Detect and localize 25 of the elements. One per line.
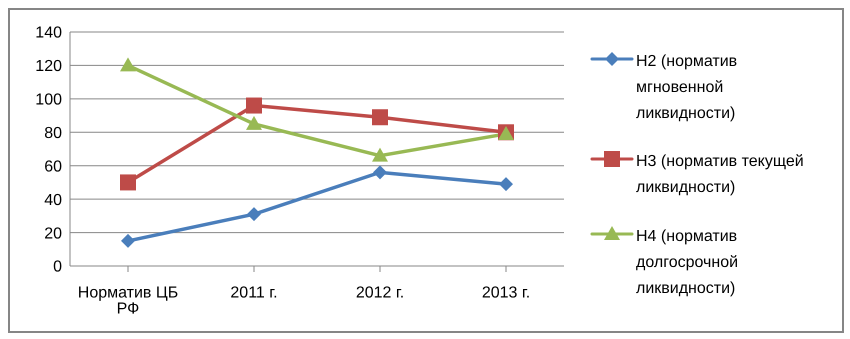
point xyxy=(120,174,136,190)
y-tick-label: 80 xyxy=(44,124,62,142)
x-tick-label: 2011 г. xyxy=(230,284,278,302)
point xyxy=(120,57,136,72)
y-tick-label: 0 xyxy=(53,258,62,276)
point xyxy=(373,165,387,180)
legend-label: Н3 (норматив текущей ликвидности) xyxy=(636,152,805,198)
point xyxy=(121,234,135,248)
point xyxy=(499,177,513,192)
legend-label: Н4 (норматив долгосрочной ликвидности) xyxy=(636,226,740,299)
y-tick-label: 140 xyxy=(35,24,62,42)
point xyxy=(246,116,262,130)
y-tick-label: 120 xyxy=(35,58,62,76)
point xyxy=(372,109,388,126)
y-tick-label: 40 xyxy=(44,192,62,209)
y-tick-label: 100 xyxy=(35,92,62,109)
legend-label: Н2 (норматив мгновенной ликвидности) xyxy=(636,52,738,124)
point xyxy=(247,207,261,222)
point xyxy=(372,148,388,162)
y-tick-label: 20 xyxy=(44,225,62,242)
x-tick-label: 2012 г. xyxy=(356,284,404,302)
y-tick-label: 60 xyxy=(44,158,62,176)
x-tick-label: Норматив ЦБ РФ xyxy=(78,284,178,318)
point xyxy=(246,98,262,114)
x-tick-label: 2013 г. xyxy=(482,284,530,302)
